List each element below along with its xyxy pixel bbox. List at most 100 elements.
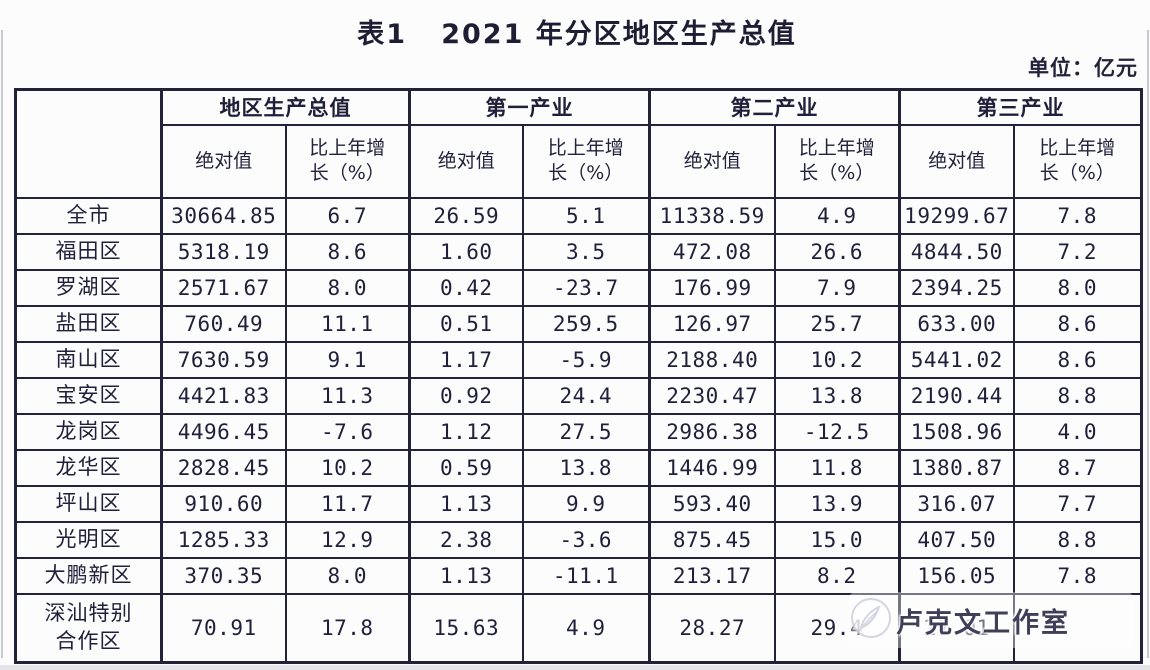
subheader-gdp-growth: 比上年增长（%）: [284, 123, 411, 199]
subheader-tertiary-absolute: 绝对值: [898, 123, 1015, 199]
value-cell: 2571.67: [160, 268, 287, 307]
value-cell: 1.17: [408, 340, 524, 379]
table-row: 全市 30664.85 6.7 26.59 5.1 11338.59 4.9 1…: [14, 196, 1143, 235]
page-title: 表1 2021 年分区地区生产总值: [357, 19, 797, 50]
corner-cell: [14, 88, 163, 199]
value-cell: 4844.50: [898, 232, 1015, 271]
subheader-primary-growth: 比上年增长（%）: [521, 123, 651, 199]
value-cell: 27.5: [521, 412, 651, 451]
table-row: 龙华区 2828.45 10.2 0.59 13.8 1446.99 11.8 …: [14, 448, 1143, 487]
value-cell: 3.5: [521, 232, 651, 271]
region-cell: 全市: [14, 196, 163, 235]
value-cell: 407.50: [898, 520, 1015, 559]
value-cell: 7.8: [1012, 556, 1143, 595]
value-cell: 6.7: [284, 196, 411, 235]
value-cell: -11.1: [521, 556, 651, 595]
table-row: 宝安区 4421.83 11.3 0.92 24.4 2230.47 13.8 …: [14, 376, 1143, 415]
value-cell: 0.42: [408, 268, 524, 307]
scan-edge-bottom-artifact: [0, 665, 1150, 670]
value-cell: 2.38: [408, 520, 524, 559]
value-cell: 4.9: [773, 196, 901, 235]
value-cell: 8.8: [1012, 376, 1143, 415]
value-cell: 8.0: [1012, 268, 1143, 307]
region-label: 全市: [66, 202, 111, 227]
value-cell: 4421.83: [160, 376, 287, 415]
table-body: 全市 30664.85 6.7 26.59 5.1 11338.59 4.9 1…: [14, 196, 1143, 664]
value-cell: 8.2: [773, 556, 901, 595]
value-cell: 12.9: [284, 520, 411, 559]
value-cell: -12.5: [773, 412, 901, 451]
value-cell: 1508.96: [898, 412, 1015, 451]
group-header-gdp: 地区生产总值: [160, 88, 411, 126]
value-cell: 633.00: [898, 304, 1015, 343]
value-cell: 27.01: [898, 592, 1015, 664]
value-cell: 5318.19: [160, 232, 287, 271]
region-cell: 龙华区: [14, 448, 163, 487]
value-cell: 472.08: [648, 232, 776, 271]
value-cell: 1.12: [408, 412, 524, 451]
region-cell: 光明区: [14, 520, 163, 559]
value-cell: 70.91: [160, 592, 287, 664]
value-cell: 2188.40: [648, 340, 776, 379]
table-row: 罗湖区 2571.67 8.0 0.42 -23.7 176.99 7.9 23…: [14, 268, 1143, 307]
region-label: 福田区: [55, 238, 122, 263]
value-cell: 2190.44: [898, 376, 1015, 415]
region-label: 南山区: [55, 346, 122, 371]
value-cell: 9.1: [284, 340, 411, 379]
value-cell: 13.8: [773, 376, 901, 415]
region-cell: 龙岗区: [14, 412, 163, 451]
value-cell: 8.7: [1012, 448, 1143, 487]
value-cell: 17.8: [284, 592, 411, 664]
value-cell: -5.9: [521, 340, 651, 379]
region-label: 大鹏新区: [44, 562, 133, 587]
value-cell: -3.6: [521, 520, 651, 559]
value-cell: 593.40: [648, 484, 776, 523]
value-cell: 11.1: [284, 304, 411, 343]
value-cell: 5441.02: [898, 340, 1015, 379]
value-cell: 4.0: [1012, 412, 1143, 451]
value-cell: 1285.33: [160, 520, 287, 559]
value-cell: 8.0: [284, 556, 411, 595]
value-cell: 8.8: [1012, 520, 1143, 559]
region-label: 盐田区: [55, 310, 122, 335]
value-cell: 24.4: [521, 376, 651, 415]
value-cell: 875.45: [648, 520, 776, 559]
group-header-secondary-industry: 第二产业: [648, 88, 901, 126]
value-cell: 8.0: [284, 268, 411, 307]
unit-note: 单位：亿元: [1028, 56, 1138, 80]
value-cell: 1446.99: [648, 448, 776, 487]
table-row: 福田区 5318.19 8.6 1.60 3.5 472.08 26.6 484…: [14, 232, 1143, 271]
value-cell: -23.7: [521, 268, 651, 307]
subheader-secondary-absolute: 绝对值: [648, 123, 776, 199]
region-label: 宝安区: [55, 382, 122, 407]
value-cell: 7.9: [773, 268, 901, 307]
value-cell: 1.13: [408, 556, 524, 595]
value-cell: 316.07: [898, 484, 1015, 523]
value-cell: 1.60: [408, 232, 524, 271]
region-label: 罗湖区: [55, 274, 122, 299]
region-label: 龙岗区: [55, 418, 122, 443]
value-cell: 7630.59: [160, 340, 287, 379]
region-label: 龙华区: [55, 454, 122, 479]
subheader-primary-absolute: 绝对值: [408, 123, 524, 199]
value-cell: 1.13: [408, 484, 524, 523]
value-cell: 2394.25: [898, 268, 1015, 307]
subheader-tertiary-growth: 比上年增长（%）: [1012, 123, 1143, 199]
value-cell: 4496.45: [160, 412, 287, 451]
region-label: 深汕特别合作区: [44, 601, 133, 653]
value-cell: 0.59: [408, 448, 524, 487]
value-cell: 126.97: [648, 304, 776, 343]
value-cell: 15.63: [408, 592, 524, 664]
value-cell: 28.27: [648, 592, 776, 664]
value-cell: 176.99: [648, 268, 776, 307]
value-cell: [1012, 592, 1143, 664]
region-label: 光明区: [55, 526, 122, 551]
value-cell: 19299.67: [898, 196, 1015, 235]
value-cell: 11.8: [773, 448, 901, 487]
value-cell: 8.6: [284, 232, 411, 271]
region-cell: 深汕特别合作区: [14, 592, 163, 664]
region-cell: 南山区: [14, 340, 163, 379]
value-cell: 11338.59: [648, 196, 776, 235]
gdp-table: 地区生产总值 第一产业 第二产业 第三产业 绝对值 比上年增长（%） 绝对值 比…: [14, 88, 1143, 664]
value-cell: 5.1: [521, 196, 651, 235]
